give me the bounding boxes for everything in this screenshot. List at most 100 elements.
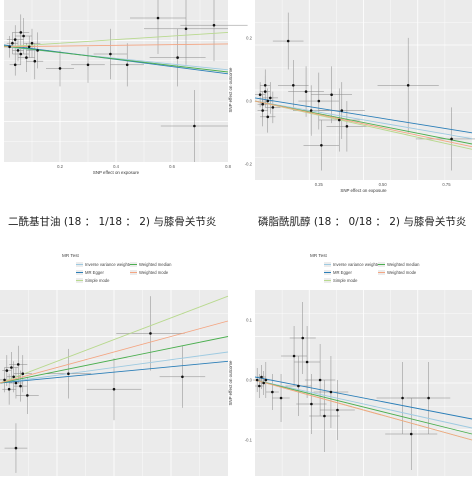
data-point	[450, 137, 453, 141]
y-tick-label: 0.0	[246, 99, 252, 104]
data-point	[21, 372, 25, 376]
x-tick-label: 0.8	[225, 164, 231, 169]
data-point	[125, 63, 129, 67]
data-point	[271, 390, 274, 394]
y-tick-label: 0.2	[246, 35, 252, 40]
legend-label: Weighted median	[139, 262, 172, 267]
data-point	[22, 34, 25, 38]
x-tick-label: 0.6	[169, 164, 175, 169]
data-point	[212, 23, 216, 27]
data-point	[14, 446, 18, 450]
regression-line	[3, 45, 229, 73]
panel-caption-phosphatidylinositol: 磷脂酰肌醇 (18 ： 0/18 ： 2) 与膝骨关节炎	[258, 216, 467, 228]
legend-label: Weighted mode	[387, 270, 417, 275]
legend-key	[76, 262, 83, 267]
data-point	[337, 118, 341, 122]
data-point	[262, 381, 265, 385]
legend-title: MR Test	[62, 253, 79, 258]
x-tick-label: 0.25	[315, 182, 324, 187]
data-point	[318, 378, 322, 382]
legend-key	[378, 270, 385, 275]
data-point	[409, 432, 413, 436]
regression-line	[254, 379, 473, 435]
data-point	[58, 67, 62, 70]
data-point	[36, 49, 39, 52]
data-point	[7, 387, 11, 391]
x-axis-label: SNP effect on exposure	[340, 188, 387, 193]
legend-label: Weighted median	[387, 262, 420, 267]
data-point	[309, 109, 313, 112]
data-point	[14, 381, 18, 385]
data-point	[261, 109, 264, 112]
y-axis-label: SNP effect on outcome	[228, 67, 233, 113]
legend-label: MR Egger	[85, 270, 104, 275]
legend-label: Simple mode	[333, 278, 358, 283]
data-point	[19, 31, 23, 34]
legend-key	[324, 262, 331, 267]
legend-label: MR Egger	[333, 270, 352, 275]
data-point	[156, 16, 160, 20]
legend-title: MR Test	[310, 253, 327, 258]
data-point	[19, 384, 22, 388]
data-point	[427, 396, 430, 400]
data-point	[33, 59, 37, 63]
regression-line	[254, 97, 473, 134]
data-point	[266, 99, 270, 103]
regression-line	[3, 31, 229, 48]
data-point	[12, 375, 15, 379]
data-point	[67, 372, 70, 376]
panel-caption-diacylglycerol: 二酰基甘油 (18 ： 1/18 ： 2) 与膝骨关节炎	[8, 216, 217, 228]
data-point	[269, 96, 272, 100]
legend-key	[130, 262, 137, 267]
regression-line	[0, 360, 229, 384]
x-tick-label: 0.75	[442, 182, 451, 187]
data-point	[336, 408, 339, 412]
data-point	[297, 384, 300, 388]
legend-left: MR Test Inverse variance weighted MR Egge…	[62, 253, 172, 285]
data-point	[8, 45, 11, 49]
regression-line	[0, 295, 229, 384]
legend-key	[324, 270, 331, 275]
x-tick-label: 0.4	[113, 164, 119, 169]
data-point	[260, 375, 263, 379]
data-point	[16, 363, 20, 366]
data-point	[317, 99, 321, 103]
regression-line	[0, 320, 229, 384]
x-tick-label: 0.50	[379, 182, 388, 187]
x-tick-label: 0.2	[57, 164, 63, 169]
legend-label: Inverse variance weighted	[85, 262, 134, 267]
data-point	[263, 90, 267, 93]
legend-key	[324, 278, 331, 283]
data-point	[193, 124, 196, 128]
legend-key	[378, 262, 385, 267]
data-point	[406, 83, 410, 87]
legend-right: MR Test Inverse variance weighted MR Egge…	[310, 253, 420, 285]
data-point	[10, 366, 13, 369]
data-point	[16, 49, 20, 52]
legend-label: Weighted mode	[139, 270, 169, 275]
data-point	[25, 56, 28, 59]
data-point	[19, 52, 23, 56]
data-point	[149, 332, 152, 335]
data-point	[258, 93, 262, 97]
data-point	[345, 125, 349, 128]
legend-label: Simple mode	[85, 278, 110, 283]
scatter-panel: 0.2 0.4 0.6 0.8 SNP effect on exposure	[3, 0, 248, 175]
data-point	[340, 109, 344, 112]
data-point	[305, 360, 309, 364]
data-point	[26, 394, 29, 397]
data-point	[13, 38, 17, 41]
y-tick-label: 0.1	[246, 318, 252, 323]
data-point	[112, 387, 116, 391]
data-point	[310, 402, 313, 406]
data-point	[5, 369, 9, 372]
regression-line	[254, 379, 473, 429]
data-point	[304, 90, 308, 93]
scatter-panel: 0.1 0.0 -0.1 SNP effect on outcome	[228, 290, 473, 476]
data-point	[291, 83, 295, 87]
data-point	[181, 375, 184, 379]
data-point	[176, 56, 179, 59]
data-point	[258, 384, 261, 388]
data-point	[3, 378, 6, 382]
